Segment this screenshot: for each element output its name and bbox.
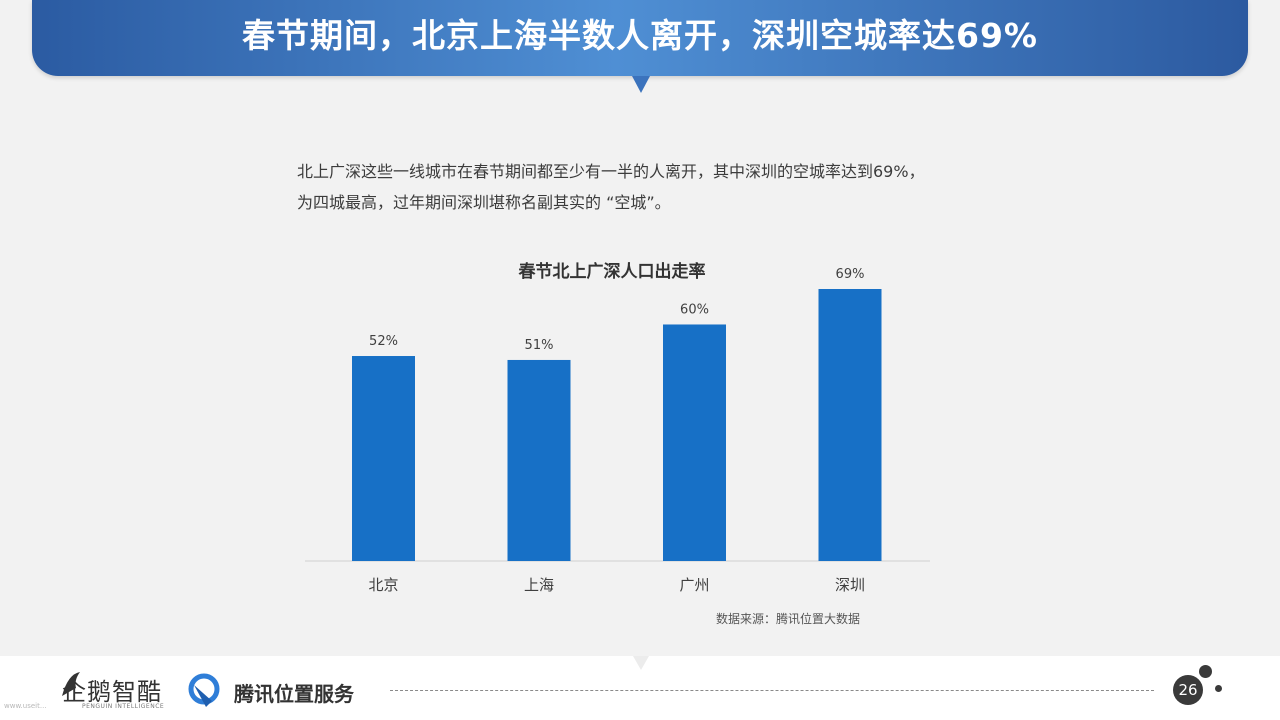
bar-广州 (663, 324, 726, 561)
data-source-note: 数据来源：腾讯位置大数据 (716, 612, 861, 626)
page-number: 26 (1173, 675, 1203, 705)
bar-value-label: 52% (369, 334, 398, 349)
tencent-location-icon (188, 673, 220, 707)
intro-line-2: 为四城最高，过年期间深圳堪称名副其实的 “空城”。 (297, 193, 671, 212)
footer-pointer (633, 656, 649, 670)
decor-dot-large (1199, 665, 1212, 678)
category-label: 上海 (524, 576, 554, 594)
header-pointer (632, 76, 650, 93)
chart-title: 春节北上广深人口出走率 (519, 261, 706, 282)
penguin-logo-icon (62, 672, 80, 696)
category-label: 北京 (368, 576, 398, 594)
intro-line-1: 北上广深这些一线城市在春节期间都至少有一半的人离开，其中深圳的空城率达到69%， (297, 162, 925, 181)
header-banner (32, 0, 1248, 76)
intro-paragraph: 北上广深这些一线城市在春节期间都至少有一半的人离开，其中深圳的空城率达到69%，… (297, 156, 1057, 218)
bar-value-label: 51% (525, 338, 554, 353)
bar-上海 (507, 359, 571, 561)
bars-group: 52% 北京 51% 上海 60% 广州 69% 深圳 (352, 267, 882, 594)
page-title: 春节期间，北京上海半数人离开，深圳空城率达69% (242, 16, 1038, 55)
bar-chart: 春节北上广深人口出走率 52% 北京 51% 上海 60% 广州 69% 深圳 (305, 261, 930, 594)
bar-value-label: 69% (836, 267, 865, 282)
category-label: 广州 (679, 576, 709, 594)
decor-dot-small (1215, 685, 1222, 692)
bar-北京 (352, 356, 415, 561)
penguin-logo-subtext: PENGUIN INTELLIGENCE (82, 703, 165, 710)
penguin-logo-text: 企鹅智酷 (62, 678, 162, 706)
bar-深圳 (818, 289, 882, 561)
tencent-location-text: 腾讯位置服务 (234, 682, 354, 706)
footer-divider (390, 690, 1154, 691)
watermark: www.useit... (4, 702, 47, 710)
category-label: 深圳 (835, 576, 865, 594)
bar-value-label: 60% (680, 302, 709, 317)
